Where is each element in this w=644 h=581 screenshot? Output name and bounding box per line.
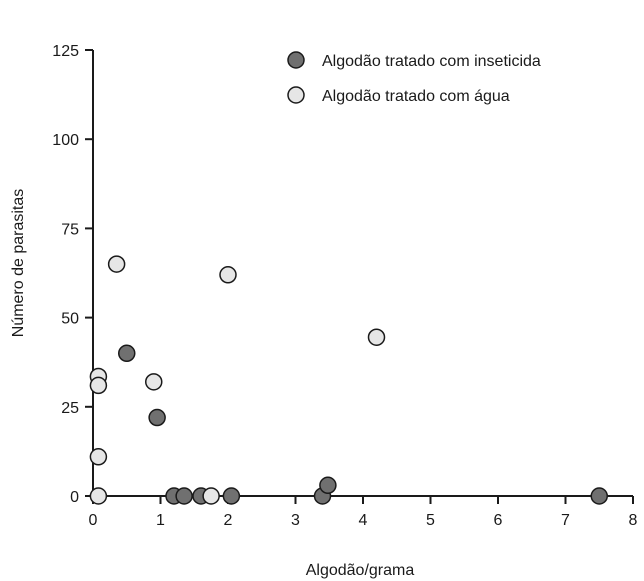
- water-point: [219, 266, 237, 284]
- insecticide-point: [148, 408, 166, 427]
- insecticide-point: [118, 344, 136, 363]
- x-tick-label: 4: [359, 512, 368, 529]
- water-point: [89, 448, 108, 466]
- x-tick-label: 3: [291, 512, 300, 529]
- x-tick-label: 2: [224, 512, 233, 529]
- x-tick-label: 6: [494, 512, 503, 529]
- water-point: [107, 255, 126, 273]
- axes: 0 25 50 75 100 125 0 1 2 3 4 5 6 7 8: [52, 43, 637, 529]
- x-tick-label: 0: [89, 512, 98, 529]
- water-point: [89, 487, 108, 505]
- y-tick-label: 125: [52, 43, 79, 60]
- legend-insecticide-marker: [287, 51, 305, 69]
- y-tick-label: 100: [52, 132, 79, 149]
- water-point: [202, 487, 220, 505]
- y-tick-label: 75: [61, 221, 79, 238]
- insecticide-point: [222, 487, 241, 505]
- insecticide-point: [590, 487, 608, 505]
- x-tick-label: 5: [426, 512, 435, 529]
- insecticide-point: [175, 487, 193, 505]
- y-tick-label: 0: [70, 489, 79, 506]
- x-axis-title: Algodão/grama: [306, 562, 415, 579]
- x-tick-label: 1: [156, 512, 165, 529]
- legend-insecticide-label: Algodão tratado com inseticida: [322, 53, 541, 70]
- y-tick-label: 50: [61, 311, 79, 328]
- water-point: [367, 328, 386, 346]
- water-point: [145, 373, 163, 391]
- legend-water-marker: [287, 86, 305, 104]
- insecticide-point: [319, 476, 337, 495]
- x-tick-label: 7: [561, 512, 570, 529]
- legend: Algodão tratado com inseticida Algodão tr…: [287, 51, 541, 105]
- x-tick-label: 8: [629, 512, 638, 529]
- legend-water-label: Algodão tratado com água: [322, 88, 510, 105]
- y-tick-label: 25: [61, 400, 79, 417]
- data-points: [89, 255, 608, 505]
- y-axis-title: Número de parasitas: [10, 189, 27, 338]
- water-point: [89, 376, 108, 395]
